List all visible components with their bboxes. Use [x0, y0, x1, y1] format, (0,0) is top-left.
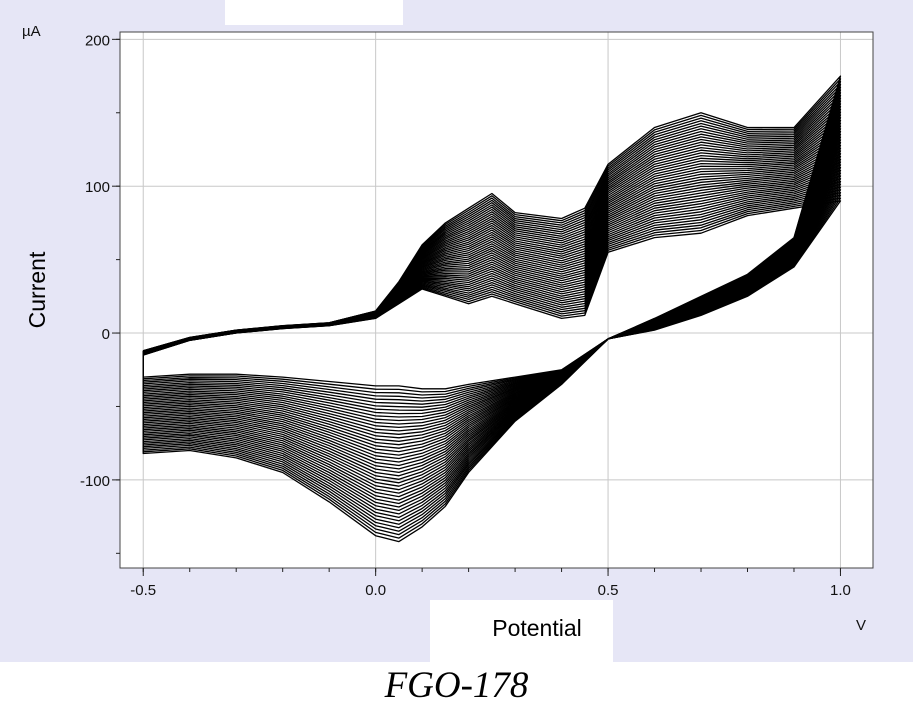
x-tick-label-3: 1.0 — [830, 582, 851, 599]
axes: -0.5 0.0 0.5 1.0 -100 0 100 200 — [80, 31, 874, 599]
y-tick-label-0: -100 — [80, 473, 110, 490]
y-tick-label-2: 100 — [85, 179, 110, 196]
y-tick-label-3: 200 — [85, 32, 110, 49]
data-layer — [142, 75, 842, 543]
y-tick-label-1: 0 — [102, 326, 110, 343]
x-axis-title: Potential — [492, 615, 582, 641]
x-tick-label-0: -0.5 — [130, 582, 156, 599]
plot-area — [120, 32, 873, 568]
y-unit-label: µA — [22, 23, 41, 40]
x-unit-label: V — [856, 617, 866, 634]
plot-border — [119, 31, 874, 569]
y-axis-title: Current — [24, 251, 50, 328]
cv-cycle-46 — [142, 75, 842, 543]
figure-caption: FGO-178 — [384, 665, 529, 706]
x-tick-label-1: 0.0 — [365, 582, 386, 599]
frame-background-bottom — [0, 600, 430, 662]
x-tick-label-2: 0.5 — [598, 582, 619, 599]
